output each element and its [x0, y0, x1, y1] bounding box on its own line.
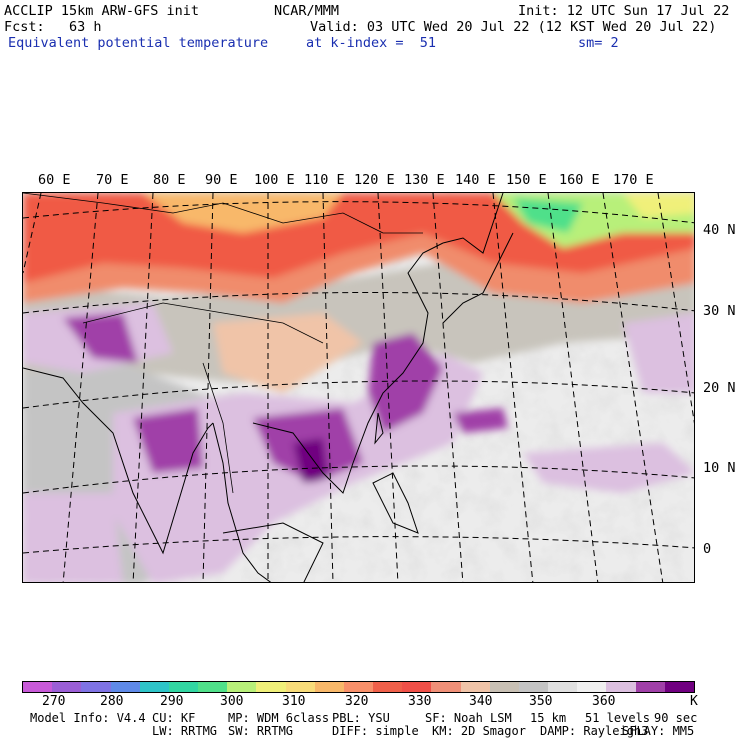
latitude-label: 30 N — [703, 303, 736, 319]
model-info-item: LW: RRTMG — [152, 724, 218, 738]
longitude-label: 120 E — [354, 172, 395, 188]
longitude-label: 160 E — [559, 172, 600, 188]
coastlines — [23, 193, 514, 582]
longitude-label: 110 E — [304, 172, 345, 188]
ne-yellow — [623, 193, 694, 218]
longitude-label: 70 E — [96, 172, 129, 188]
colorbar-tick-label: 310 — [282, 694, 306, 709]
init-time: Init: 12 UTC Sun 17 Jul 22 — [518, 3, 730, 19]
colorbar-swatch — [256, 682, 286, 692]
model-title: ACCLIP 15km ARW-GFS init — [4, 3, 200, 19]
model-info-item: 90 sec — [654, 711, 698, 725]
colorbar-swatch — [577, 682, 607, 692]
colorbar-swatch — [198, 682, 228, 692]
colorbar — [22, 681, 695, 693]
smoothing-label: sm= 2 — [578, 35, 619, 51]
latitude-label: 20 N — [703, 380, 736, 396]
colorbar-tick-label: 300 — [220, 694, 244, 709]
map-panel — [22, 192, 695, 583]
colorbar-tick-label: 290 — [160, 694, 184, 709]
longitude-label: 170 E — [613, 172, 654, 188]
colorbar-tick-label: K — [690, 694, 698, 709]
model-info-item: MP: WDM 6class — [228, 711, 330, 725]
colorbar-swatch — [402, 682, 432, 692]
model-info-item: Model Info: V4.4 — [30, 711, 146, 725]
colorbar-swatch — [373, 682, 403, 692]
colorbar-tick-label: 280 — [100, 694, 124, 709]
latitude-label: 0 — [703, 541, 712, 557]
colorbar-swatch — [431, 682, 461, 692]
org-label: NCAR/MMM — [274, 3, 340, 19]
mongolia-orange — [143, 193, 343, 233]
model-info-item: 51 levels — [585, 711, 651, 725]
model-info-item: 15 km — [530, 711, 567, 725]
model-info-item: SW: RRTMG — [228, 724, 294, 738]
longitude-label: 150 E — [506, 172, 547, 188]
longitude-label: 140 E — [455, 172, 496, 188]
colorbar-swatch — [81, 682, 111, 692]
model-info-item: DAMP: Rayleigh3 — [540, 724, 649, 738]
map-field-svg — [23, 193, 694, 582]
latitude-label: 10 N — [703, 460, 736, 476]
colorbar-swatch — [460, 682, 490, 692]
colorbar-swatch — [606, 682, 636, 692]
longitude-label: 100 E — [254, 172, 295, 188]
colorbar-swatch — [518, 682, 549, 692]
colorbar-swatch — [489, 682, 519, 692]
pacific-purple — [453, 408, 508, 433]
colorbar-swatch — [285, 682, 315, 692]
model-info-item: SFLAY: MM5 — [622, 724, 695, 738]
colorbar-tick-label: 350 — [529, 694, 553, 709]
colorbar-swatch — [52, 682, 82, 692]
colorbar-swatch — [110, 682, 140, 692]
model-info-item: PBL: YSU — [332, 711, 390, 725]
colorbar-swatch — [635, 682, 665, 692]
colorbar-tick-label: 270 — [42, 694, 66, 709]
colorbar-swatch — [548, 682, 578, 692]
field-name: Equivalent potential temperature — [8, 35, 269, 51]
model-info-item: KM: 2D Smagor — [432, 724, 526, 738]
tibet-purple — [63, 313, 138, 363]
colorbar-tick-label: 360 — [592, 694, 616, 709]
colorbar-swatch — [23, 682, 53, 692]
colorbar-swatch — [314, 682, 344, 692]
colorbar-swatch — [664, 682, 694, 692]
colorbar-swatch — [139, 682, 169, 692]
colorbar-tick-label: 340 — [469, 694, 493, 709]
model-info-item: DIFF: simple — [332, 724, 419, 738]
latitude-label: 40 N — [703, 222, 736, 238]
model-info-item: CU: KF — [152, 711, 196, 725]
colorbar-tick-label: 330 — [408, 694, 432, 709]
colorbar-swatch — [227, 682, 257, 692]
graticule — [23, 193, 694, 582]
longitude-label: 80 E — [153, 172, 186, 188]
ne-green-core — [513, 198, 583, 233]
model-info-item: SF: Noah LSM — [425, 711, 512, 725]
china-beige — [213, 313, 363, 393]
longitude-label: 90 E — [205, 172, 238, 188]
level-label: at k-index = 51 — [306, 35, 437, 51]
bay-bengal-purple — [133, 408, 203, 473]
colorbar-swatch — [168, 682, 199, 692]
forecast-hour: Fcst: 63 h — [4, 19, 102, 35]
colorbar-tick-label: 320 — [345, 694, 369, 709]
longitude-label: 60 E — [38, 172, 71, 188]
valid-time: Valid: 03 UTC Wed 20 Jul 22 (12 KST Wed … — [310, 19, 717, 35]
longitude-label: 130 E — [404, 172, 445, 188]
colorbar-swatch — [343, 682, 374, 692]
